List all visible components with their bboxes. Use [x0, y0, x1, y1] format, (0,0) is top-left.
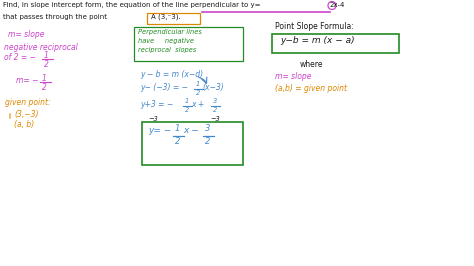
Text: m= −: m= −	[16, 76, 38, 85]
Text: (a,b) = given point: (a,b) = given point	[275, 84, 347, 93]
Text: −3: −3	[210, 116, 220, 122]
Text: Point Slope Formula:: Point Slope Formula:	[275, 22, 354, 31]
Text: 2: 2	[175, 137, 181, 146]
Text: 1: 1	[44, 51, 49, 60]
Text: 2: 2	[42, 83, 47, 92]
Text: given point:: given point:	[5, 98, 51, 107]
Text: y− (−3) = −: y− (−3) = −	[140, 83, 188, 92]
Text: negative reciprocal: negative reciprocal	[4, 43, 78, 52]
Text: y+3 = −: y+3 = −	[140, 100, 173, 109]
Text: (3,−3): (3,−3)	[14, 110, 38, 119]
Text: 2: 2	[185, 107, 189, 113]
Text: −3: −3	[148, 116, 158, 122]
Text: y − b = m (x−d): y − b = m (x−d)	[140, 70, 203, 79]
Text: m= slope: m= slope	[275, 72, 311, 81]
Text: 3: 3	[205, 124, 210, 133]
Text: 2x-4: 2x-4	[330, 2, 346, 8]
Text: (a, b): (a, b)	[14, 120, 34, 129]
Text: 2: 2	[213, 107, 217, 113]
Text: 2: 2	[205, 137, 210, 146]
Text: x −: x −	[183, 126, 199, 135]
Text: x +: x +	[191, 100, 204, 109]
Text: 2: 2	[196, 90, 200, 96]
Text: reciprocal  slopes: reciprocal slopes	[138, 47, 196, 53]
Text: 1: 1	[185, 98, 189, 104]
Text: have     negative: have negative	[138, 38, 194, 44]
Text: of 2 = −: of 2 = −	[4, 53, 36, 62]
Text: y= −: y= −	[148, 126, 171, 135]
Text: 1: 1	[175, 124, 181, 133]
Text: 1: 1	[196, 81, 200, 87]
Text: 3: 3	[213, 98, 217, 104]
Text: that passes through the point: that passes through the point	[3, 14, 107, 20]
Text: where: where	[300, 60, 323, 69]
Text: (x−3): (x−3)	[202, 83, 224, 92]
Text: 1: 1	[42, 74, 47, 83]
Text: 2: 2	[44, 60, 49, 69]
Text: A (3,⁻3).: A (3,⁻3).	[151, 14, 181, 20]
Text: Perpendicular lines: Perpendicular lines	[138, 29, 202, 35]
Text: y−b = m (x − a): y−b = m (x − a)	[280, 36, 355, 45]
Text: Find, in slope intercept form, the equation of the line perpendicular to y=: Find, in slope intercept form, the equat…	[3, 2, 261, 8]
Text: m= slope: m= slope	[8, 30, 45, 39]
